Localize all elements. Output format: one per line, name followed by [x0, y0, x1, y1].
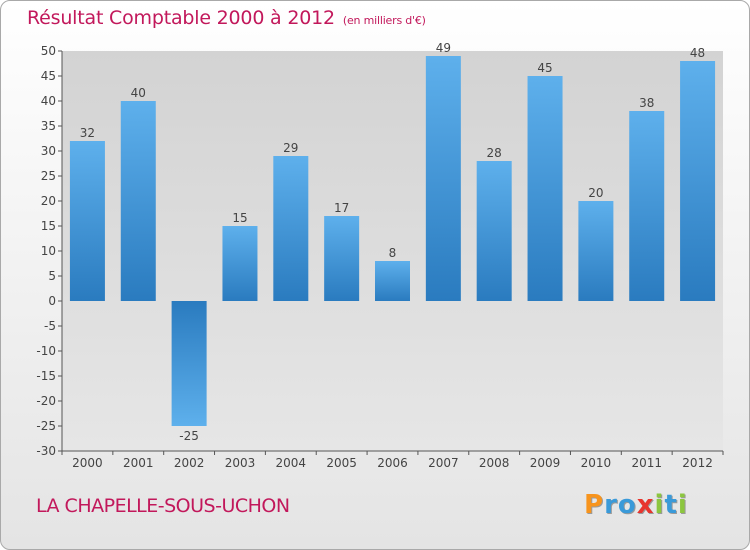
- data-label-2012: 48: [690, 46, 705, 60]
- chart-title-text: Résultat Comptable 2000 à 2012: [27, 7, 335, 29]
- x-tick-label-2007: 2007: [428, 456, 459, 470]
- y-tick-label: 25: [41, 169, 56, 183]
- y-tick-label: 50: [41, 44, 56, 58]
- bar-2012: [680, 61, 716, 301]
- labels-group: 2000 32 2001 40 2002 -25 2003 15 2004 29 2005 17 200…: [72, 41, 713, 470]
- bar-2010: [578, 201, 614, 301]
- chart-title: Résultat Comptable 2000 à 2012 (en millie…: [27, 7, 426, 29]
- x-tick-label-2003: 2003: [225, 456, 256, 470]
- data-label-2011: 38: [639, 96, 654, 110]
- bar-2001: [120, 101, 156, 301]
- y-tick-label: -10: [36, 344, 56, 358]
- x-tick-label-2001: 2001: [123, 456, 154, 470]
- logo-letter: r: [604, 490, 618, 520]
- y-tick-label: -20: [36, 394, 56, 408]
- bar-2008: [476, 161, 512, 301]
- y-tick-label: -25: [36, 419, 56, 433]
- axes-group: -30 -25 -20 -15 -10 -5 0 5 10 15 20 25 30 35 40 45 50: [36, 44, 724, 458]
- x-tick-label-2011: 2011: [631, 456, 662, 470]
- data-label-2000: 32: [80, 126, 95, 140]
- logo-letter: i: [654, 490, 665, 520]
- data-label-2003: 15: [232, 211, 247, 225]
- bar-2006: [375, 261, 410, 301]
- x-tick-label-2012: 2012: [682, 456, 713, 470]
- x-tick-label-2005: 2005: [326, 456, 357, 470]
- y-tick-label: -30: [36, 444, 56, 458]
- data-label-2006: 8: [389, 246, 397, 260]
- y-tick-label: -5: [44, 319, 56, 333]
- logo-letter: P: [584, 490, 605, 520]
- data-label-2009: 45: [537, 61, 552, 75]
- logo-letter: i: [677, 490, 688, 520]
- y-tick-label: 0: [48, 294, 56, 308]
- bar-2007: [425, 56, 461, 301]
- chart-subtitle: (en milliers d'€): [342, 14, 426, 27]
- bar-2005: [324, 216, 360, 301]
- x-tick-label-2009: 2009: [530, 456, 561, 470]
- bar-2000: [69, 141, 105, 301]
- proxiti-logo: Proxiti: [584, 490, 688, 520]
- bar-2011: [629, 111, 665, 301]
- y-tick-label: 45: [41, 69, 56, 83]
- y-tick-label: 35: [41, 119, 56, 133]
- data-label-2002: -25: [179, 429, 199, 443]
- y-tick-label: 5: [48, 269, 56, 283]
- data-label-2010: 20: [588, 186, 603, 200]
- y-tick-label: 10: [41, 244, 56, 258]
- y-tick-label: 30: [41, 144, 56, 158]
- data-label-2001: 40: [131, 86, 146, 100]
- x-tick-label-2010: 2010: [581, 456, 612, 470]
- y-tick-label: -15: [36, 369, 56, 383]
- x-tick-label-2002: 2002: [174, 456, 205, 470]
- bars-group: [69, 56, 716, 426]
- logo-letter: x: [636, 490, 655, 520]
- bar-2002: [171, 301, 207, 426]
- bar-2004: [273, 156, 309, 301]
- y-tick-label: 15: [41, 219, 56, 233]
- x-tick-label-2000: 2000: [72, 456, 103, 470]
- bar-2009: [527, 76, 563, 301]
- x-tick-label-2008: 2008: [479, 456, 510, 470]
- bar-2003: [222, 226, 258, 301]
- x-tick-label-2004: 2004: [276, 456, 307, 470]
- data-label-2005: 17: [334, 201, 349, 215]
- data-label-2004: 29: [283, 141, 298, 155]
- y-tick-label: 40: [41, 94, 56, 108]
- data-label-2007: 49: [436, 41, 451, 55]
- place-name: LA CHAPELLE-SOUS-UCHON: [36, 495, 290, 517]
- logo-letter: t: [664, 490, 678, 520]
- logo-letter: o: [617, 490, 637, 520]
- y-tick-label: 20: [41, 194, 56, 208]
- data-label-2008: 28: [487, 146, 502, 160]
- x-tick-label-2006: 2006: [377, 456, 408, 470]
